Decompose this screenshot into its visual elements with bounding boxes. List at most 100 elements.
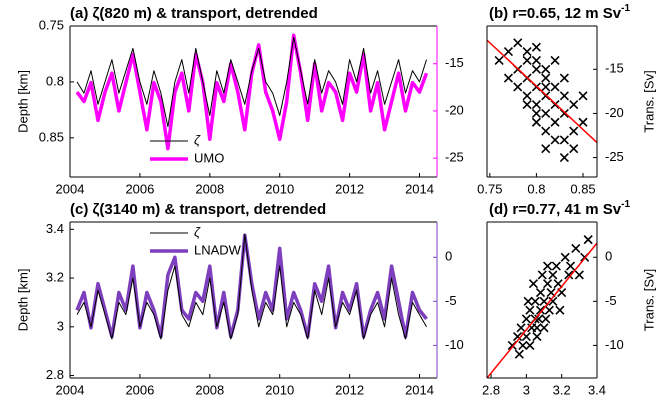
scatter-point — [531, 108, 541, 118]
scatter-point — [494, 55, 504, 66]
y-tick-label: 0.85 — [39, 129, 64, 144]
scatter-point — [541, 64, 551, 74]
scatter-point — [541, 144, 551, 154]
title-superscript: -1 — [621, 199, 630, 210]
scatter-point — [542, 279, 553, 289]
panel-title: (b) r=0.65, 12 m Sv-1 — [489, 3, 630, 22]
x-tick-label: 0.75 — [477, 181, 502, 196]
x-tick-label: 2008 — [195, 181, 224, 196]
y2-tick-label: -15 — [445, 55, 464, 70]
scatter-point — [535, 305, 546, 315]
panel: (b) r=0.65, 12 m Sv-1 0.75 0.8 0.85 -25 -20 -1… — [477, 3, 656, 197]
y2-tick-label: -20 — [445, 102, 464, 117]
scatter-point — [522, 47, 532, 57]
scatter-point — [578, 91, 588, 101]
scatter-point — [550, 82, 560, 92]
plot-area — [487, 38, 597, 163]
x-tick-label: 2004 — [56, 181, 85, 196]
scatter-point — [531, 117, 541, 127]
x-tick-label: 2008 — [195, 382, 224, 397]
title-text: (d) r=0.77, 41 m Sv — [489, 201, 622, 218]
scatter-point — [532, 323, 542, 333]
panel: (a) ζ(820 m) & transport, detrended 2004 2… — [15, 5, 463, 196]
scatter-point — [559, 91, 569, 101]
scatter-point — [550, 55, 560, 66]
y-axis-label: Depth [km] — [15, 70, 30, 133]
x-tick-label: 2014 — [405, 382, 434, 397]
scatter-point — [583, 235, 593, 245]
scatter-point — [537, 270, 547, 280]
scatter-point — [535, 287, 546, 298]
scatter-point — [544, 305, 554, 315]
scatter-point — [525, 305, 535, 315]
y-axis-label: Trans. [Sv] — [641, 269, 656, 331]
scatter-point — [551, 261, 561, 271]
x-tick-label: 2012 — [335, 181, 364, 196]
x-tick-label: 3 — [523, 382, 530, 397]
y-tick-label: -5 — [605, 293, 617, 308]
plot-area — [487, 235, 597, 378]
scatter-point — [522, 55, 532, 66]
scatter-point — [569, 126, 579, 136]
x-tick-label: 2012 — [335, 382, 364, 397]
x-tick-label: 2010 — [265, 382, 294, 397]
panel-title: (d) r=0.77, 41 m Sv-1 — [489, 199, 630, 218]
y-tick-label: 3.2 — [46, 270, 64, 285]
scatter-point — [539, 323, 549, 333]
scatter-point — [541, 108, 551, 118]
scatter-point — [559, 135, 569, 145]
y-tick-label: 3.4 — [46, 221, 64, 236]
panel-title: (a) ζ(820 m) & transport, detrended — [70, 5, 318, 22]
x-tick-label: 0.8 — [527, 181, 545, 196]
plot-area — [75, 33, 429, 151]
y-tick-label: -10 — [605, 337, 624, 352]
series-line — [75, 233, 428, 339]
y-tick-label: 0.8 — [46, 73, 64, 88]
y-tick-label: -20 — [605, 105, 624, 120]
y-tick-label: -15 — [605, 61, 624, 76]
scatter-point — [523, 296, 533, 306]
scatter-point — [528, 279, 539, 289]
y-axis-label: Trans. [Sv] — [641, 70, 656, 132]
x-tick-label: 3.4 — [588, 382, 606, 397]
legend-label: UMO — [194, 150, 224, 165]
x-tick-label: 2010 — [265, 181, 294, 196]
scatter-point — [569, 144, 579, 154]
scatter-point — [559, 153, 569, 163]
x-tick-label: 2006 — [125, 181, 154, 196]
y-axis-label: Depth [km] — [15, 269, 30, 332]
fit-line — [487, 39, 597, 144]
scatter-point — [530, 296, 540, 306]
scatter-point — [513, 38, 523, 48]
scatter-point — [560, 252, 570, 262]
y-tick-label: 0 — [605, 249, 612, 264]
legend-label: ζ — [194, 132, 201, 147]
y2-tick-label: -25 — [445, 150, 464, 165]
scatter-point — [534, 314, 544, 324]
scatter-point — [541, 126, 551, 136]
scatter-point — [574, 270, 584, 280]
x-tick-label: 2.8 — [482, 382, 500, 397]
scatter-point — [550, 117, 560, 127]
title-text: (a) ζ(820 m) & transport, detrended — [70, 5, 318, 22]
x-tick-label: 2006 — [125, 382, 154, 397]
scatter-point — [512, 332, 523, 342]
scatter-point — [541, 73, 551, 83]
scatter-point — [571, 243, 581, 254]
y-tick-label: 3 — [57, 318, 64, 333]
title-superscript: -1 — [621, 3, 630, 14]
scatter-point — [532, 332, 542, 342]
scatter-point — [522, 100, 532, 110]
legend-label: ζ — [194, 224, 201, 239]
scatter-point — [548, 296, 558, 306]
scatter-point — [531, 55, 541, 66]
scatter-point — [525, 340, 535, 350]
scatter-point — [569, 100, 579, 110]
x-tick-label: 2004 — [56, 382, 85, 397]
scatter-point — [531, 64, 541, 74]
series-line — [76, 233, 427, 340]
scatter-point — [555, 305, 565, 315]
scatter-point — [541, 82, 551, 92]
scatter-point — [559, 108, 569, 118]
